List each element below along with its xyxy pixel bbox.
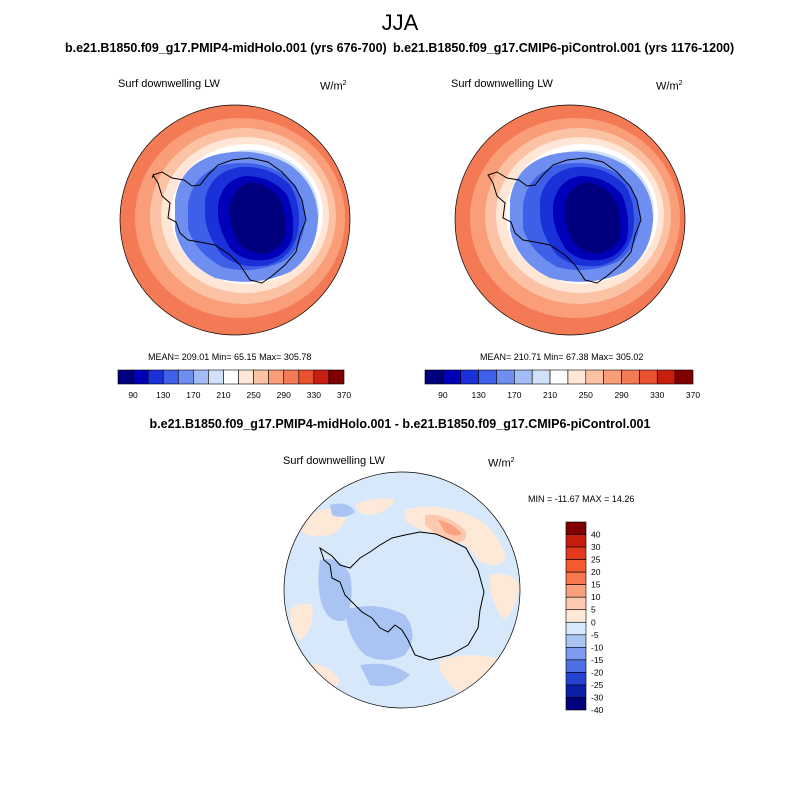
difference-colorbar: 40 30 25 20 15 10 5 0 -5 -10 -15 -20 -25 -30 -40	[565, 521, 604, 715]
colorbar-tick-label: 10	[591, 592, 601, 602]
colorbar-swatch	[565, 634, 587, 648]
colorbar-tick-label: -40	[591, 705, 604, 715]
colorbar-swatch	[565, 559, 587, 573]
colorbar-swatch	[565, 647, 587, 661]
colorbar-swatch	[674, 369, 694, 385]
right-variable-label: Surf downwelling LW	[451, 78, 553, 90]
colorbar-tick-label: 170	[507, 390, 522, 400]
colorbar-swatch	[565, 659, 587, 673]
colorbar-tick-label: 170	[186, 390, 201, 400]
left-units-label: W/m2	[320, 80, 347, 93]
colorbar-swatch	[565, 571, 587, 585]
colorbar-tick-label: 30	[591, 542, 601, 552]
left-colorbar: 90 130 170 210 250 290 330 370	[117, 369, 351, 400]
colorbar-swatch	[565, 596, 587, 611]
colorbar-tick-label: 370	[336, 390, 352, 400]
colorbar-tick-label: 210	[542, 390, 558, 400]
colorbar-swatch	[565, 621, 587, 636]
colorbar-tick-label: -25	[591, 680, 604, 690]
colorbar-swatch	[565, 672, 587, 686]
main-title: JJA	[381, 10, 419, 35]
colorbar-tick-label: -15	[591, 655, 604, 665]
colorbar-swatch	[565, 684, 587, 698]
right-colorbar: 90 130 170 210 250 290 330 370	[424, 369, 700, 400]
difference-stats: MIN = -11.67 MAX = 14.26	[528, 494, 635, 504]
colorbar-tick-label: 330	[306, 390, 321, 400]
right-units-label: W/m2	[656, 80, 683, 93]
difference-title: b.e21.B1850.f09_g17.PMIP4-midHolo.001 - …	[149, 417, 651, 431]
colorbar-swatch	[565, 546, 587, 560]
colorbar-tick-label: 370	[685, 390, 701, 400]
colorbar-swatch	[565, 534, 587, 548]
colorbar-tick-label: 250	[246, 390, 261, 400]
colorbar-tick-label: 290	[614, 390, 629, 400]
colorbar-tick-label: 290	[276, 390, 291, 400]
colorbar-swatch	[328, 369, 345, 385]
colorbar-tick-label: 40	[591, 530, 601, 540]
colorbar-tick-label: 90	[128, 390, 138, 400]
colorbar-tick-label: 5	[591, 605, 596, 615]
colorbar-tick-label: 0	[591, 617, 596, 627]
colorbar-tick-label: 330	[650, 390, 665, 400]
left-variable-label: Surf downwelling LW	[118, 78, 220, 90]
difference-variable-label: Surf downwelling LW	[283, 455, 385, 467]
colorbar-tick-label: -5	[591, 630, 599, 640]
colorbar-swatch	[565, 521, 587, 535]
colorbar-tick-label: 210	[216, 390, 231, 400]
difference-units-label: W/m2	[488, 457, 515, 470]
colorbar-tick-label: -30	[591, 692, 604, 702]
colorbar-tick-label: 130	[471, 390, 486, 400]
colorbar-tick-label: 20	[591, 567, 601, 577]
colorbar-tick-label: -10	[591, 642, 604, 652]
colorbar-tick-label: -20	[591, 667, 604, 677]
colorbar-tick-label: 250	[578, 390, 593, 400]
colorbar-tick-label: 90	[438, 390, 448, 400]
left-panel-title: b.e21.B1850.f09_g17.PMIP4-midHolo.001 (y…	[65, 41, 387, 55]
colorbar-tick-label: 15	[591, 580, 601, 590]
right-stats: MEAN= 210.71 Min= 67.38 Max= 305.02	[480, 352, 644, 362]
right-panel-title: b.e21.B1850.f09_g17.CMIP6-piControl.001 …	[393, 41, 735, 55]
colorbar-tick-label: 25	[591, 555, 601, 565]
colorbar-tick-label: 130	[156, 390, 171, 400]
colorbar-swatch	[565, 609, 587, 623]
colorbar-swatch	[565, 584, 587, 598]
colorbar-swatch	[565, 697, 587, 711]
left-stats: MEAN= 209.01 Min= 65.15 Max= 305.78	[148, 352, 312, 362]
